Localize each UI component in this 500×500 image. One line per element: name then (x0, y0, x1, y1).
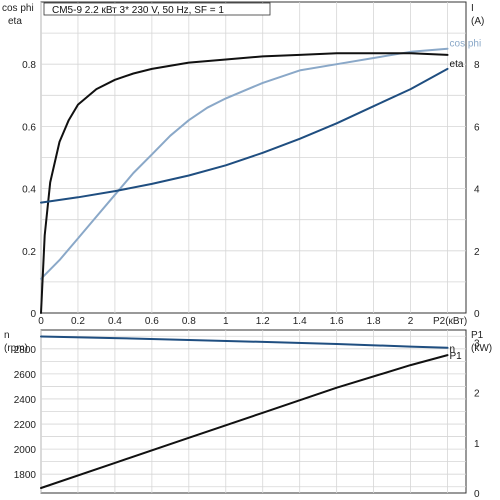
bottom-series-line-p1 (40, 354, 449, 489)
bottom-right-tick-label-1: 1 (474, 439, 480, 450)
bottom-left-tick-label-1: 2000 (14, 445, 37, 456)
x-axis-label: P2(кВт) (433, 316, 467, 327)
bottom-right-tick-label-3: 3 (474, 339, 480, 350)
bottom-series-label-p1: P1 (450, 351, 463, 362)
top-right-tick-label-2: 4 (474, 185, 480, 196)
top-left-tick-label-4: 0.8 (22, 60, 36, 71)
bottom-left-tick-label-3: 2400 (14, 395, 37, 406)
top-left-axis-label-1: cos phi (2, 3, 34, 14)
top-series-group: cos phi eta (40, 39, 482, 314)
bottom-right-axis-label-1: P1 (471, 330, 484, 341)
bottom-right-axis-label-2: (kW) (471, 343, 492, 354)
top-right-tick-label-0: 0 (474, 309, 480, 320)
x-tick-label-2: 0.4 (108, 316, 122, 327)
bottom-grid (40, 330, 466, 493)
bottom-left-axis-label-2: (rpm) (4, 343, 28, 354)
x-tick-label-5: 1 (223, 316, 229, 327)
x-tick-label-3: 0.6 (145, 316, 159, 327)
bottom-left-tick-label-5: 2800 (14, 345, 37, 356)
bottom-left-tick-label-2: 2200 (14, 420, 37, 431)
top-left-axis-label-2: eta (8, 16, 22, 27)
series-label-eta: eta (450, 59, 464, 70)
top-left-tick-label-0: 0 (30, 309, 36, 320)
chart-header: CM5-9 2.2 кВт 3* 230 V, 50 Hz, SF = 1 (52, 5, 224, 16)
header-box (43, 2, 271, 16)
top-right-tick-label-3: 6 (474, 122, 480, 133)
bottom-right-tick-label-0: 0 (474, 489, 480, 500)
bottom-left-axis-label-1: n (4, 330, 10, 341)
bottom-left-tick-label-4: 2600 (14, 370, 37, 381)
bottom-tick-labels: 1800 2000 2200 2400 2600 2800 0 1 2 3 (14, 339, 480, 500)
top-left-tick-label-1: 0.2 (22, 247, 36, 258)
top-left-tick-label-3: 0.6 (22, 122, 36, 133)
top-left-tick-label-2: 0.4 (22, 185, 36, 196)
series-line-cos-phi (40, 47, 449, 280)
x-tick-label-10: 2 (408, 316, 414, 327)
bottom-left-tick-label-0: 1800 (14, 470, 37, 481)
top-tick-labels: 0 0.2 0.4 0.6 0.8 1 1.2 1.4 1.6 1.8 2 0 0.2 0.4 0.6 0.8… (22, 60, 480, 327)
x-tick-label-7: 1.4 (293, 316, 307, 327)
top-right-tick-label-4: 8 (474, 60, 480, 71)
top-right-axis-label-1: I (471, 3, 474, 14)
x-tick-label-6: 1.2 (256, 316, 270, 327)
x-tick-label-1: 0.2 (71, 316, 85, 327)
x-tick-label-0: 0 (38, 316, 44, 327)
series-label-cos-phi: cos phi (450, 39, 482, 50)
x-tick-label-9: 1.8 (367, 316, 381, 327)
bottom-right-tick-label-2: 2 (474, 389, 480, 400)
top-grid (40, 2, 466, 313)
bottom-series-label-n: n (450, 344, 456, 355)
x-tick-label-8: 1.6 (330, 316, 344, 327)
series-line-eta (40, 52, 449, 314)
top-right-tick-label-1: 2 (474, 247, 480, 258)
bottom-series-group: nP1 (40, 335, 463, 489)
bottom-series-line-n (40, 335, 449, 349)
series-line-current (40, 67, 449, 204)
top-right-axis-label-2: (A) (471, 16, 484, 27)
x-tick-label-4: 0.8 (182, 316, 196, 327)
